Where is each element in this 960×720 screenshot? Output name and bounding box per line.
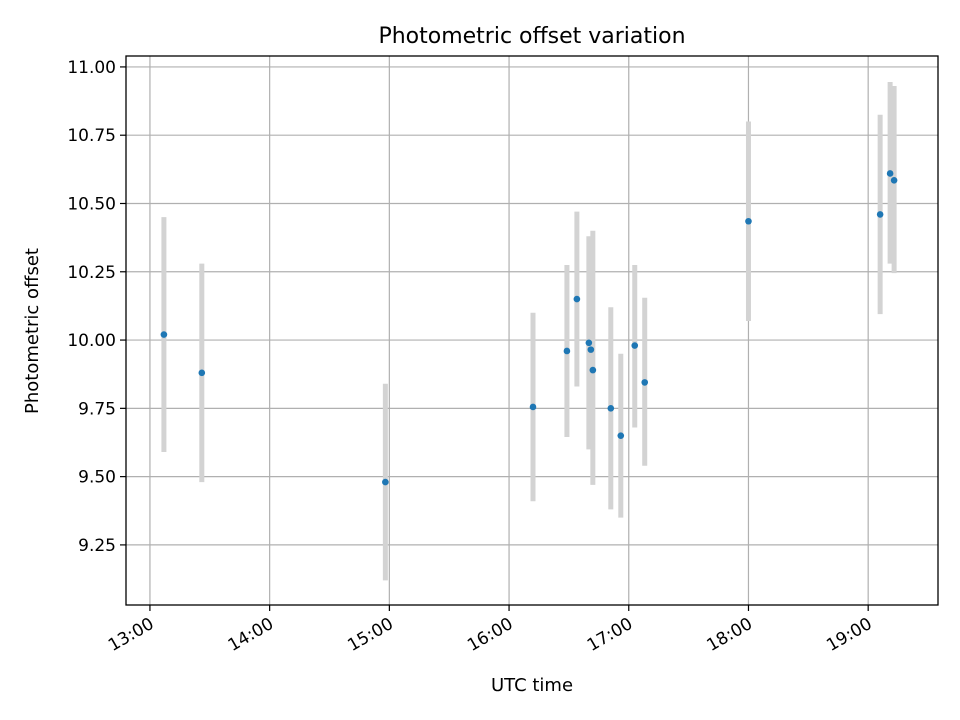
y-tick-label: 9.50 — [78, 468, 116, 488]
data-point — [585, 339, 593, 347]
data-point — [573, 295, 581, 303]
y-tick-label: 10.50 — [67, 194, 116, 214]
data-point — [607, 405, 615, 412]
y-tick-label: 11.00 — [67, 58, 116, 78]
data-point — [890, 176, 898, 184]
y-tick-label: 10.25 — [67, 263, 116, 283]
x-tick-label: 16:00 — [464, 614, 516, 656]
data-point — [876, 211, 884, 218]
data-point — [631, 342, 639, 349]
data-point — [617, 432, 625, 439]
data-point — [587, 346, 595, 353]
chart-title: Photometric offset variation — [378, 24, 685, 49]
x-tick-label: 13:00 — [105, 614, 157, 656]
data-point — [641, 379, 649, 386]
x-tick-label: 14:00 — [225, 614, 277, 656]
x-tick-label: 18:00 — [704, 614, 756, 656]
y-axis-ticks: 9.25 9.50 9.75 10.00 10.25 10.50 10.75 11.00 — [67, 58, 126, 556]
data-point — [745, 217, 752, 225]
y-tick-label: 9.75 — [78, 399, 116, 419]
error-bars — [161, 81, 897, 581]
y-tick-label: 9.25 — [78, 536, 116, 556]
data-point — [529, 403, 537, 411]
x-tick-label: 19:00 — [823, 614, 875, 656]
data-point — [563, 347, 571, 355]
x-tick-label: 15:00 — [344, 614, 396, 656]
x-axis-label: UTC time — [491, 675, 573, 696]
y-tick-label: 10.00 — [67, 331, 116, 351]
data-point — [886, 170, 894, 177]
data-point — [589, 366, 597, 374]
data-point — [198, 369, 206, 377]
x-axis-ticks: 13:00 14:00 15:00 16:00 17:00 18:00 19:00 — [105, 605, 876, 656]
data-points — [160, 170, 898, 486]
y-tick-label: 10.75 — [67, 126, 116, 146]
data-point — [382, 478, 389, 486]
data-point — [160, 331, 168, 338]
x-tick-label: 17:00 — [584, 614, 636, 656]
y-axis-label: Photometric offset — [22, 248, 43, 414]
plot-frame — [125, 55, 939, 606]
